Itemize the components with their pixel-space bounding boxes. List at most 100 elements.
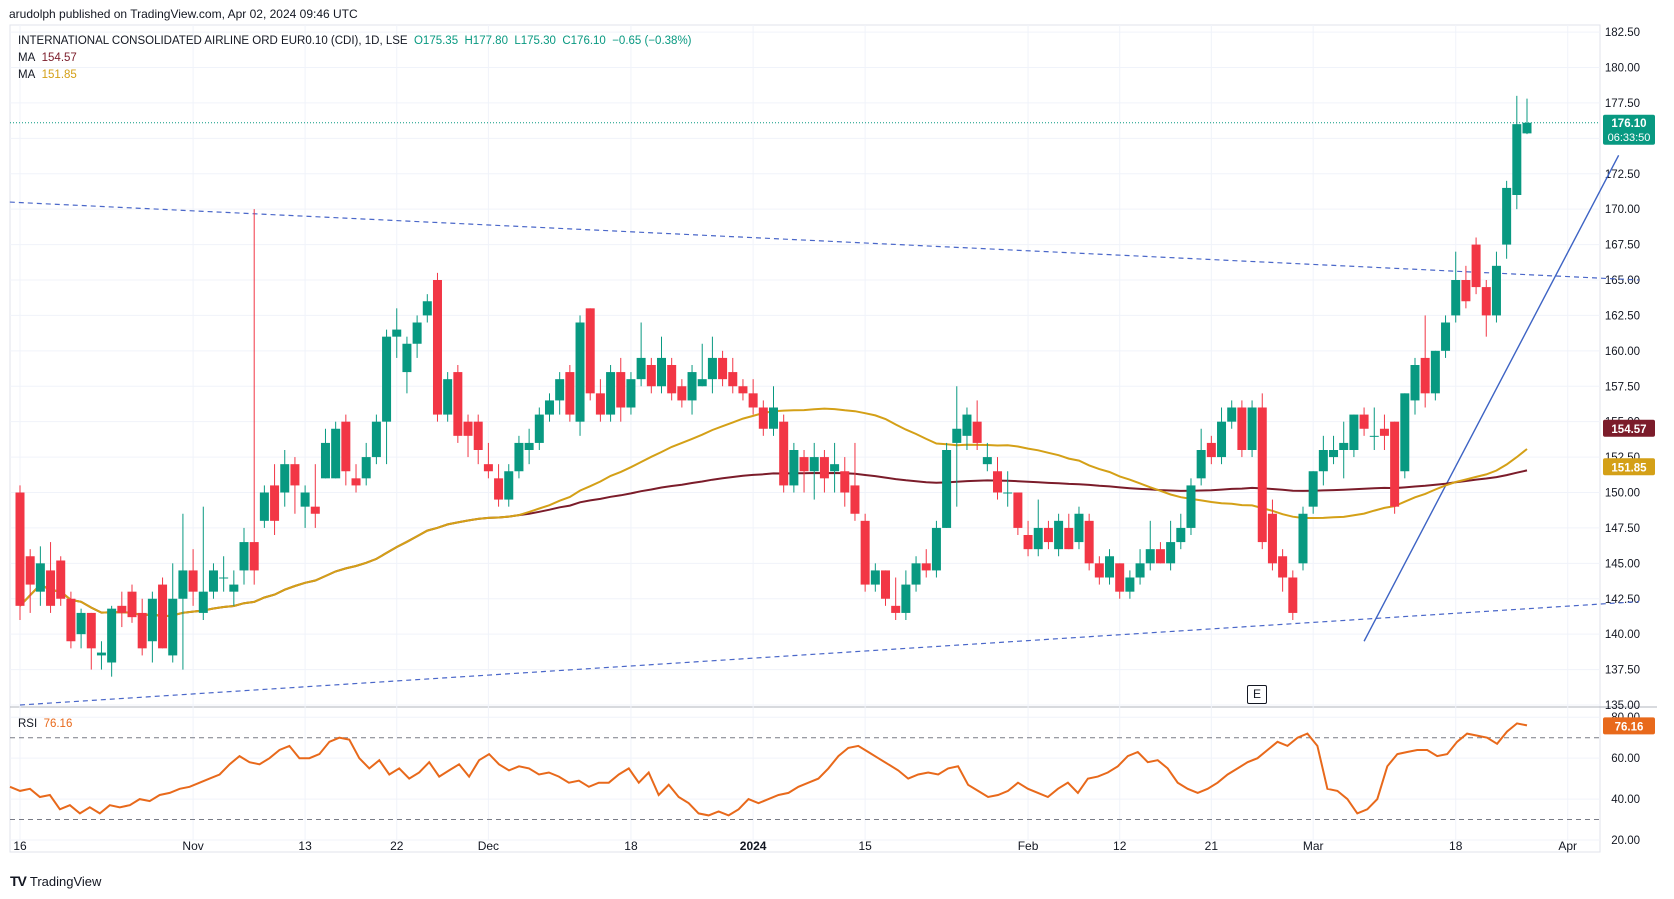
time-axis-label: 21 (1205, 839, 1219, 853)
candle-body (1043, 527, 1053, 543)
candle-body (310, 506, 320, 514)
candle-body (1441, 322, 1451, 351)
candle-body (687, 372, 697, 401)
candle-body (1451, 280, 1461, 316)
candle-body (606, 372, 616, 415)
candle-body (1196, 450, 1206, 479)
candle-body (982, 457, 992, 465)
candle-body (565, 372, 575, 415)
ma-long-label: MA (18, 52, 36, 64)
time-axis-label: 12 (1113, 839, 1127, 853)
candle-body (1308, 471, 1318, 507)
rsi-line (9, 722, 1528, 817)
time-axis-label: Nov (182, 839, 203, 853)
price-axis-label: 167.50 (1605, 240, 1640, 252)
rsi-label: RSI (18, 718, 38, 730)
candle-body (1074, 513, 1084, 543)
rsi-legend[interactable]: RSI 76.16 (18, 716, 72, 732)
candle-body (1481, 287, 1491, 316)
time-axis-label: 18 (624, 839, 638, 853)
candle-body (993, 471, 1003, 493)
candle-body (361, 457, 371, 479)
candle-body (392, 329, 402, 337)
candle-body (1217, 421, 1227, 458)
ma-short-line (19, 407, 1528, 618)
candle-body (443, 379, 453, 415)
rising-support-line (1363, 155, 1620, 642)
candle-body (1105, 556, 1115, 578)
price-axis-label: 150.00 (1605, 488, 1640, 500)
candle-body (1298, 513, 1308, 564)
candle-body (178, 570, 188, 599)
candle-body (208, 570, 218, 592)
candle-body (249, 542, 259, 571)
time-axis-label: 22 (390, 839, 404, 853)
candle-body (1094, 563, 1104, 578)
candle-body (1491, 265, 1501, 316)
candle-body (432, 280, 442, 415)
candle-body (1033, 527, 1043, 550)
candle-body (616, 372, 626, 408)
candle-body (1115, 563, 1125, 592)
candle-body (1359, 414, 1369, 429)
candle-body (1155, 549, 1165, 564)
candle-body (799, 457, 809, 472)
last-price-value: 176.10 (1611, 118, 1646, 130)
chart-frame (9, 24, 1601, 853)
price-axis-label: 172.50 (1605, 169, 1640, 181)
candle-body (881, 570, 891, 599)
candle-body (1318, 450, 1328, 472)
candle-body (56, 560, 66, 599)
candle-body (962, 414, 972, 436)
candle-body (219, 577, 229, 579)
candle-body (1339, 442, 1349, 450)
candle-body (595, 393, 605, 415)
candle-body (779, 421, 789, 486)
candle-body (320, 442, 330, 479)
price-axis-label: 140.00 (1605, 629, 1640, 641)
candle-body (504, 471, 514, 500)
footer-brand[interactable]: TV TradingView (10, 873, 101, 889)
candle-body (188, 570, 198, 592)
bar-countdown: 06:33:50 (1608, 132, 1651, 144)
lower-trendline (19, 600, 1640, 706)
candle-body (107, 608, 117, 663)
candle-body (677, 386, 687, 401)
candle-body (1267, 513, 1277, 564)
candle-body (1512, 124, 1522, 195)
candle-body (96, 652, 106, 656)
ma-short-label: MA (18, 69, 36, 81)
publisher-line: arudolph published on TradingView.com, A… (9, 7, 358, 21)
candle-body (158, 584, 168, 649)
time-axis-label: Feb (1018, 839, 1039, 853)
candle-body (728, 372, 738, 387)
symbol-title[interactable]: INTERNATIONAL CONSOLIDATED AIRLINE ORD E… (18, 35, 408, 47)
candle-body (382, 336, 392, 422)
ma-short-legend[interactable]: MA 151.85 (18, 67, 692, 84)
price-axis-label: 182.50 (1605, 27, 1640, 39)
candle-body (860, 520, 870, 585)
ma-long-price-tag (1603, 419, 1655, 437)
earnings-event-marker[interactable]: E (1247, 685, 1267, 704)
candle-body (1379, 428, 1389, 436)
ma-long-legend[interactable]: MA 154.57 (18, 50, 692, 67)
candle-body (544, 400, 554, 415)
candle-body (1522, 122, 1532, 134)
candle-body (1461, 280, 1471, 302)
candle-body (371, 421, 381, 458)
candle-body (1145, 549, 1155, 564)
candle-body (769, 407, 778, 429)
time-axis-label: 16 (13, 839, 27, 853)
candle-body (1084, 520, 1094, 564)
candle-body (555, 379, 565, 401)
rsi-value-tag (1603, 717, 1655, 735)
time-axis-label: 13 (298, 839, 312, 853)
price-axis-label: 157.50 (1605, 381, 1640, 393)
candle-body (147, 598, 157, 642)
candle-body (1257, 407, 1267, 543)
candle-body (280, 464, 290, 493)
candle-body (656, 357, 666, 387)
ohlc-open: O175.35 (413, 35, 459, 47)
candle-body (738, 386, 748, 394)
